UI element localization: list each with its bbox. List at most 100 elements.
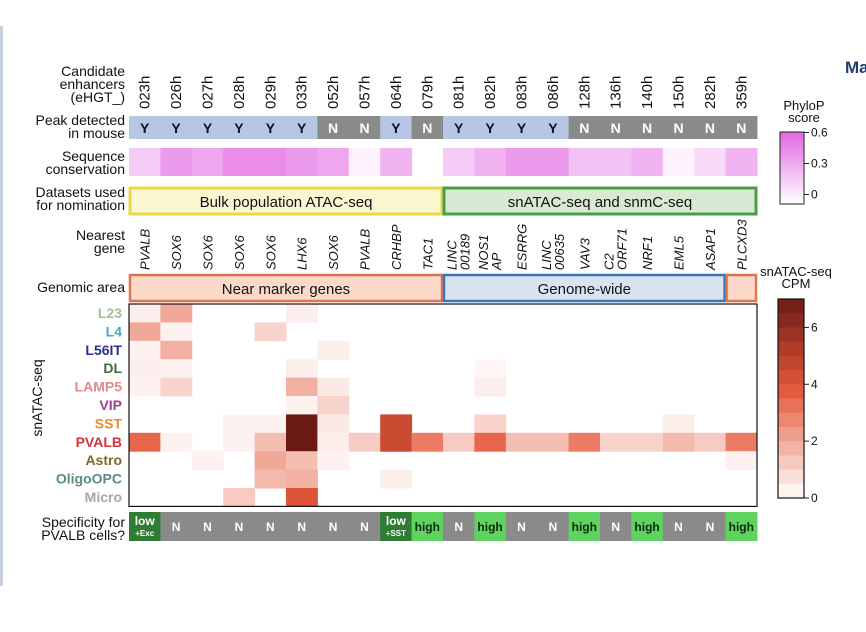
heatmap-cell (129, 340, 161, 360)
nearest-gene: CRHBP (389, 224, 404, 270)
cpm-colorbar-step (778, 441, 804, 456)
heatmap-cell (223, 488, 256, 507)
nearest-gene: SOX6 (326, 235, 341, 270)
specificity-value: high (415, 520, 440, 534)
peak-cell (317, 116, 350, 139)
cpm-colorbar-step (778, 327, 804, 343)
enhancer-header: 023h 026h 027h 028h 029h 033h 052h 057h 064h 079h… (137, 76, 751, 109)
cpm-colorbar-step (778, 483, 804, 499)
cell-type-label: L23 (98, 305, 122, 321)
conservation-cell (537, 148, 570, 176)
specificity-cell (380, 512, 413, 541)
specificity-cell (129, 512, 161, 541)
peak-cell (191, 116, 224, 139)
cpm-colorbar-step (778, 469, 804, 485)
nearest-gene: PVALB (358, 228, 373, 270)
peak-value: Y (203, 120, 213, 136)
cell-type-label: L56IT (85, 342, 122, 358)
specificity-cell (254, 512, 287, 541)
peak-cell (505, 116, 538, 139)
heatmap-cell (254, 451, 287, 471)
cell-type-label: SST (95, 415, 123, 431)
label-snatac-axis: snATAC-seq (29, 359, 45, 436)
heatmap-cell (474, 377, 507, 397)
specificity-cell (694, 512, 727, 541)
heatmap-cell (286, 469, 318, 489)
specificity-value: N (517, 520, 526, 534)
heatmap-cell (474, 432, 507, 452)
peak-value: N (705, 120, 715, 136)
peak-cell (631, 116, 664, 139)
peak-cell (160, 116, 193, 139)
enhancer-id: 027h (200, 76, 217, 109)
label-datasets: Datasets used (36, 184, 126, 200)
enhancer-id: 128h (576, 76, 593, 109)
specificity-note: +SST (386, 529, 406, 538)
peak-value: Y (171, 120, 181, 136)
heatmap-cell (662, 432, 695, 452)
heatmap-cell (286, 304, 318, 323)
conservation-cell (317, 148, 350, 176)
enhancer-id: 086h (545, 76, 562, 109)
nearest-gene: SOX6 (263, 235, 278, 270)
nearest-gene: LINC (445, 240, 460, 270)
conservation-cell (348, 148, 381, 176)
nearest-gene: ASAP1 (703, 228, 718, 271)
nearest-gene: TAC1 (420, 238, 435, 270)
heatmap-cell (505, 432, 538, 452)
peak-cell (223, 116, 256, 139)
nearest-gene: SOX6 (232, 235, 247, 270)
specificity-value: high (634, 520, 659, 534)
peak-cell (129, 116, 161, 139)
nearest-gene: ORF71 (615, 228, 630, 270)
genomic-area-box (128, 273, 444, 303)
heatmap-cell (317, 414, 350, 434)
heatmap-cell (537, 432, 570, 452)
cpm-legend-title: CPM (782, 276, 811, 291)
heatmap-cell (286, 396, 318, 415)
phylop-tick-label: 0.3 (811, 157, 828, 171)
heatmap-cell (191, 451, 224, 471)
peak-cell (537, 116, 570, 139)
datasets-row: Bulk population ATAC-seq snATAC-seq and s… (128, 186, 758, 216)
enhancer-id: 033h (294, 76, 311, 109)
enhancer-id: 052h (325, 76, 342, 109)
cpm-heatmap: L23 L4 L56IT DL LAMP5 VIP SST PVALB Astro OligoOP… (56, 303, 758, 507)
peak-cell (348, 116, 381, 139)
cell-type-label: PVALB (76, 434, 122, 450)
specificity-cell (286, 512, 318, 541)
dataset-label: Bulk population ATAC-seq (200, 194, 373, 211)
heatmap-cell (725, 451, 758, 471)
peak-cell (286, 116, 318, 139)
enhancer-id: 028h (231, 76, 248, 109)
corner-title-fragment: Ma (845, 58, 866, 77)
heatmap-cell (160, 322, 193, 342)
label-nearest-gene: Nearest (76, 227, 125, 243)
conservation-cell (443, 148, 475, 176)
label-sequence-conservation: conservation (46, 161, 125, 177)
enhancer-id: 064h (388, 76, 405, 109)
specificity-value: N (235, 520, 244, 534)
cell-type-label: Astro (85, 452, 122, 468)
specificity-value: low (386, 514, 407, 528)
specificity-value: low (135, 514, 156, 528)
heatmap-cell (129, 359, 161, 379)
heatmap-cell (600, 432, 632, 452)
label-candidate-enhancers: (eHGT_) (71, 89, 125, 105)
label-sequence-conservation: Sequence (62, 148, 125, 164)
nearest-gene: PLCXD3 (734, 219, 749, 270)
specificity-value: N (329, 520, 338, 534)
enhancer-id: 282h (702, 76, 719, 109)
heatmap-cell (694, 432, 727, 452)
peak-cell (600, 116, 632, 139)
conservation-cell (568, 148, 601, 176)
heatmap-cell (286, 432, 318, 452)
specificity-cell (725, 512, 758, 541)
heatmap-cell (286, 451, 318, 471)
label-specificity: Specificity for (42, 514, 126, 530)
nearest-gene: 00635 (552, 233, 567, 270)
